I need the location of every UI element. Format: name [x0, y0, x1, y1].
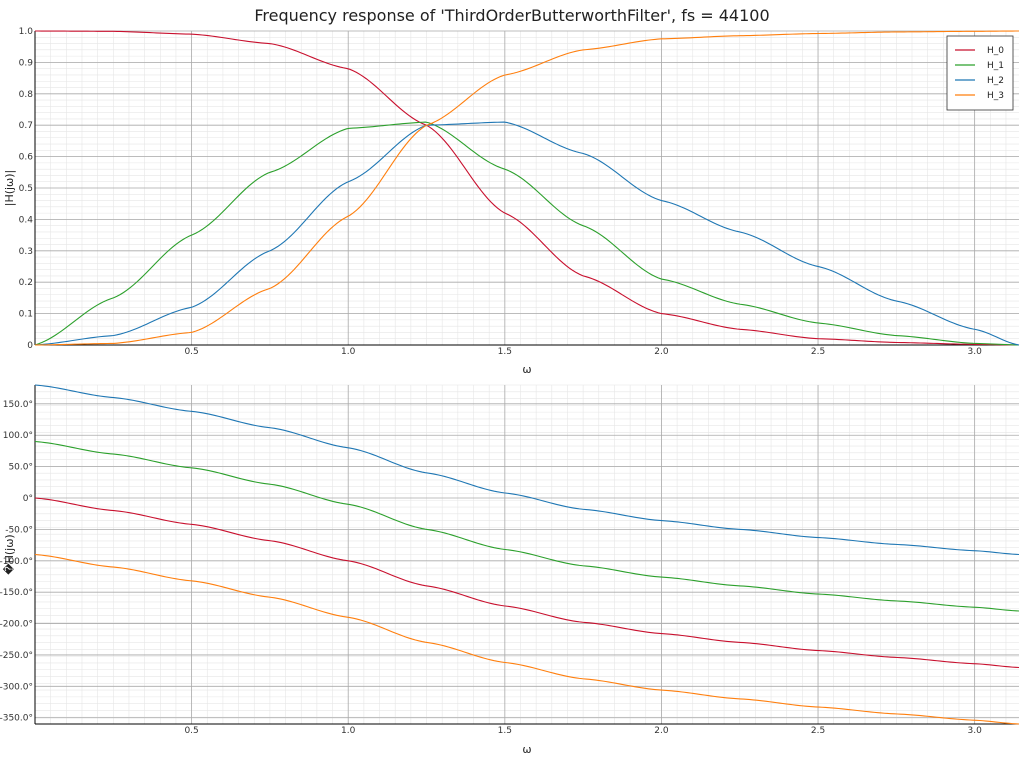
y-tick-label: 0° — [23, 494, 33, 504]
y-tick-label: 100.0° — [3, 431, 33, 441]
series-line-h3 — [34, 30, 1020, 346]
y-tick-label: -100.0° — [0, 557, 33, 567]
series-line-h2 — [34, 384, 1020, 556]
y-tick-label: -250.0° — [0, 651, 33, 661]
y-tick-label: 0.4 — [19, 215, 34, 225]
y-tick-label: 0.2 — [19, 278, 33, 288]
y-tick-label: -50.0° — [5, 525, 33, 535]
y-tick-label: 1.0 — [19, 27, 34, 37]
legend-label: H_0 — [987, 46, 1004, 56]
y-tick-label: 50.0° — [8, 463, 33, 473]
y-tick-label: 0.3 — [19, 247, 33, 257]
x-tick-label: 1.0 — [341, 347, 356, 357]
major-grid — [35, 385, 1019, 724]
x-tick-label: 1.5 — [498, 347, 512, 357]
x-axis-title: ω — [522, 363, 531, 376]
x-tick-label: 1.0 — [341, 726, 356, 736]
legend-label: H_2 — [987, 76, 1004, 86]
y-tick-label: 0.9 — [19, 58, 34, 68]
y-tick-label: -150.0° — [0, 588, 33, 598]
legend-label: H_3 — [987, 91, 1004, 101]
x-tick-label: 2.5 — [811, 726, 825, 736]
major-grid — [35, 30, 1019, 346]
y-axis-title: �H(jω) — [3, 534, 16, 574]
y-tick-label: 150.0° — [3, 400, 33, 410]
x-tick-label: 3.0 — [967, 347, 982, 357]
y-tick-label: 0 — [27, 341, 33, 351]
x-tick-label: 1.5 — [498, 726, 512, 736]
x-axis-title: ω — [522, 743, 531, 756]
y-tick-label: 0.1 — [19, 310, 33, 320]
y-tick-label: 0.6 — [19, 153, 34, 163]
x-tick-label: 3.0 — [967, 726, 982, 736]
y-tick-label: -200.0° — [0, 620, 33, 630]
legend: H_0 H_1 H_2 H_3 — [946, 35, 1014, 111]
x-tick-label: 2.5 — [811, 347, 825, 357]
plot-phase: 0.5 1.0 1.5 2.0 2.5 3.0 150.0° 100.0° 50.0° 0° -50… — [0, 384, 1020, 756]
y-tick-label: 0.7 — [19, 121, 33, 131]
series-line-h1 — [34, 121, 1020, 346]
y-tick-label: 0.5 — [19, 184, 33, 194]
x-tick-label: 2.0 — [654, 347, 669, 357]
chart-title: Frequency response of 'ThirdOrderButterw… — [254, 6, 770, 25]
x-tick-label: 0.5 — [184, 347, 198, 357]
y-axis-title: |H(jω)| — [3, 170, 16, 207]
series-line-h0 — [34, 30, 1020, 346]
y-tick-label: 0.8 — [19, 90, 34, 100]
plot-magnitude: 0.5 1.0 1.5 2.0 2.5 3.0 0 0.1 0.2 0.3 0.4 0.5 0.6 0.7… — [3, 27, 1020, 376]
minor-grid — [34, 384, 1019, 725]
legend-box — [946, 35, 1014, 111]
x-tick-label: 2.0 — [654, 726, 669, 736]
series-line-h0 — [34, 497, 1020, 669]
x-tick-label: 0.5 — [184, 726, 198, 736]
series-line-h3 — [34, 553, 1020, 725]
series-line-h2 — [34, 121, 1020, 346]
series-line-h1 — [34, 440, 1020, 612]
y-tick-label: -300.0° — [0, 682, 33, 692]
y-tick-label: -350.0° — [0, 714, 33, 724]
legend-label: H_1 — [987, 61, 1004, 71]
